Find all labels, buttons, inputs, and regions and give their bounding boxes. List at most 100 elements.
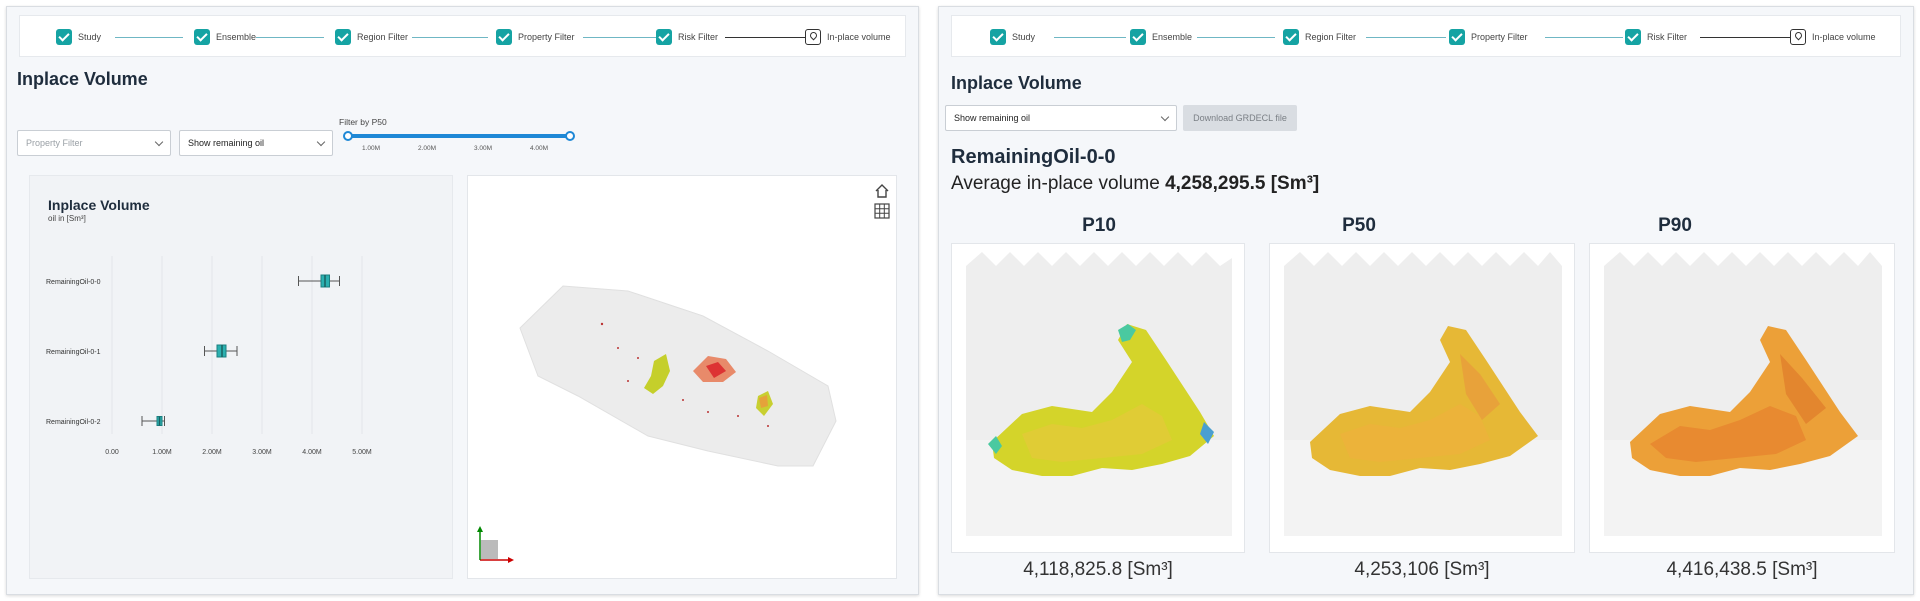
- p10-title: P10: [1082, 215, 1116, 236]
- p50-slider-track[interactable]: [347, 134, 569, 138]
- connector: [1700, 37, 1790, 38]
- chevron-down-icon: [154, 137, 164, 146]
- connector: [115, 37, 183, 38]
- connector: [583, 37, 656, 38]
- p90-title: P90: [1658, 215, 1692, 236]
- chevron-down-icon: [1160, 112, 1170, 121]
- left-panel: Study Ensemble Region Filter Property Fi…: [6, 6, 919, 595]
- slider-label: Filter by P50: [339, 117, 387, 127]
- stepper: Study Ensemble Region Filter Property Fi…: [19, 15, 906, 57]
- step-label: Ensemble: [216, 32, 257, 42]
- step-region-filter[interactable]: Region Filter: [1283, 28, 1356, 46]
- step-ensemble[interactable]: Ensemble: [1130, 28, 1192, 46]
- p50-map-card: [1269, 243, 1575, 553]
- x-tick-label: 3.00M: [252, 449, 272, 456]
- right-panel: Study Ensemble Region Filter Property Fi…: [938, 6, 1914, 595]
- 3d-view-card: [467, 175, 897, 579]
- location-pin-icon: [805, 29, 821, 45]
- x-tick-label: 4.00M: [302, 449, 322, 456]
- check-icon: [496, 29, 512, 45]
- show-select[interactable]: Show remaining oil: [945, 105, 1177, 131]
- step-label: Region Filter: [1305, 32, 1357, 42]
- step-label: Property Filter: [518, 32, 575, 42]
- step-label: Risk Filter: [678, 32, 718, 42]
- p50-title: P50: [1342, 215, 1376, 236]
- check-icon: [990, 29, 1006, 45]
- step-risk-filter[interactable]: Risk Filter: [1625, 28, 1687, 46]
- reservoir-3d-view[interactable]: [468, 176, 898, 580]
- location-pin-icon: [1790, 29, 1806, 45]
- x-tick-label: 2.00M: [202, 449, 222, 456]
- select-value: Show remaining oil: [954, 113, 1031, 123]
- average-value: 4,258,295.5 [Sm³]: [1165, 173, 1320, 194]
- average-volume: Average in-place volume 4,258,295.5 [Sm³…: [951, 173, 1319, 195]
- step-label: In-place volume: [1812, 32, 1876, 42]
- home-icon[interactable]: [874, 184, 890, 198]
- step-ensemble[interactable]: Ensemble: [194, 28, 256, 46]
- step-risk-filter[interactable]: Risk Filter: [656, 28, 718, 46]
- slider-tick: 1.00M: [362, 145, 381, 152]
- step-label: Study: [78, 32, 102, 42]
- slider-tick: 2.00M: [418, 145, 437, 152]
- x-tick-label: 1.00M: [152, 449, 172, 456]
- check-icon: [1625, 29, 1641, 45]
- slider-tick: 4.00M: [530, 145, 549, 152]
- p90-map[interactable]: [1590, 244, 1896, 554]
- box-plot: 0.00 1.00M 2.00M 3.00M 4.00M 5.00M RemainingOi…: [46, 256, 372, 456]
- category-label: RemainingOil-0-0: [46, 279, 101, 286]
- x-tick-label: 5.00M: [352, 449, 372, 456]
- connector: [412, 37, 488, 38]
- p10-value: 4,118,825.8 [Sm³]: [1023, 559, 1173, 580]
- p50-value: 4,253,106 [Sm³]: [1354, 559, 1490, 580]
- step-region-filter[interactable]: Region Filter: [335, 28, 408, 46]
- chevron-down-icon: [316, 137, 326, 146]
- select-value: Show remaining oil: [188, 138, 265, 148]
- step-label: Ensemble: [1152, 32, 1193, 42]
- step-label: Property Filter: [1471, 32, 1528, 42]
- slider-handle-max[interactable]: [565, 131, 575, 141]
- case-name: RemainingOil-0-0: [951, 146, 1116, 168]
- check-icon: [1130, 29, 1146, 45]
- step-study[interactable]: Study: [990, 28, 1035, 46]
- x-tick-label: 0.00: [105, 449, 119, 456]
- p50-map[interactable]: [1270, 244, 1576, 554]
- check-icon: [1283, 29, 1299, 45]
- step-inplace-volume[interactable]: In-place volume: [805, 28, 891, 46]
- download-grdecl-button[interactable]: Download GRDECL file: [1183, 105, 1297, 131]
- select-placeholder: Property Filter: [26, 138, 83, 148]
- check-icon: [194, 29, 210, 45]
- connector: [725, 37, 810, 38]
- chart-card: Inplace Volume oil in [Sm³] 0.00 1.00M 2.0…: [29, 175, 453, 579]
- p90-map-card: [1589, 243, 1895, 553]
- p10-map-card: [951, 243, 1245, 553]
- show-select[interactable]: Show remaining oil: [179, 130, 333, 156]
- property-filter-select[interactable]: Property Filter: [17, 130, 171, 156]
- chart-subtitle: oil in [Sm³]: [48, 214, 86, 223]
- step-property-filter[interactable]: Property Filter: [1449, 28, 1528, 46]
- connector: [1545, 37, 1623, 38]
- connector: [1054, 37, 1126, 38]
- step-label: Study: [1012, 32, 1036, 42]
- connector: [256, 37, 324, 38]
- check-icon: [56, 29, 72, 45]
- p90-value: 4,416,438.5 [Sm³]: [1666, 559, 1818, 580]
- connector: [1197, 37, 1275, 38]
- check-icon: [335, 29, 351, 45]
- chart-title: Inplace Volume: [48, 197, 150, 213]
- p10-map[interactable]: [952, 244, 1246, 554]
- grid-icon[interactable]: [874, 203, 890, 219]
- step-label: Region Filter: [357, 32, 409, 42]
- check-icon: [656, 29, 672, 45]
- connector: [1366, 37, 1446, 38]
- check-icon: [1449, 29, 1465, 45]
- category-label: RemainingOil-0-2: [46, 419, 101, 426]
- step-property-filter[interactable]: Property Filter: [496, 28, 575, 46]
- average-label: Average in-place volume: [951, 173, 1160, 194]
- stepper: Study Ensemble Region Filter Property Fi…: [951, 15, 1901, 57]
- step-inplace-volume[interactable]: In-place volume: [1790, 28, 1876, 46]
- slider-tick: 3.00M: [474, 145, 493, 152]
- category-label: RemainingOil-0-1: [46, 349, 101, 356]
- step-study[interactable]: Study: [56, 28, 101, 46]
- step-label: In-place volume: [827, 32, 891, 42]
- slider-handle-min[interactable]: [343, 131, 353, 141]
